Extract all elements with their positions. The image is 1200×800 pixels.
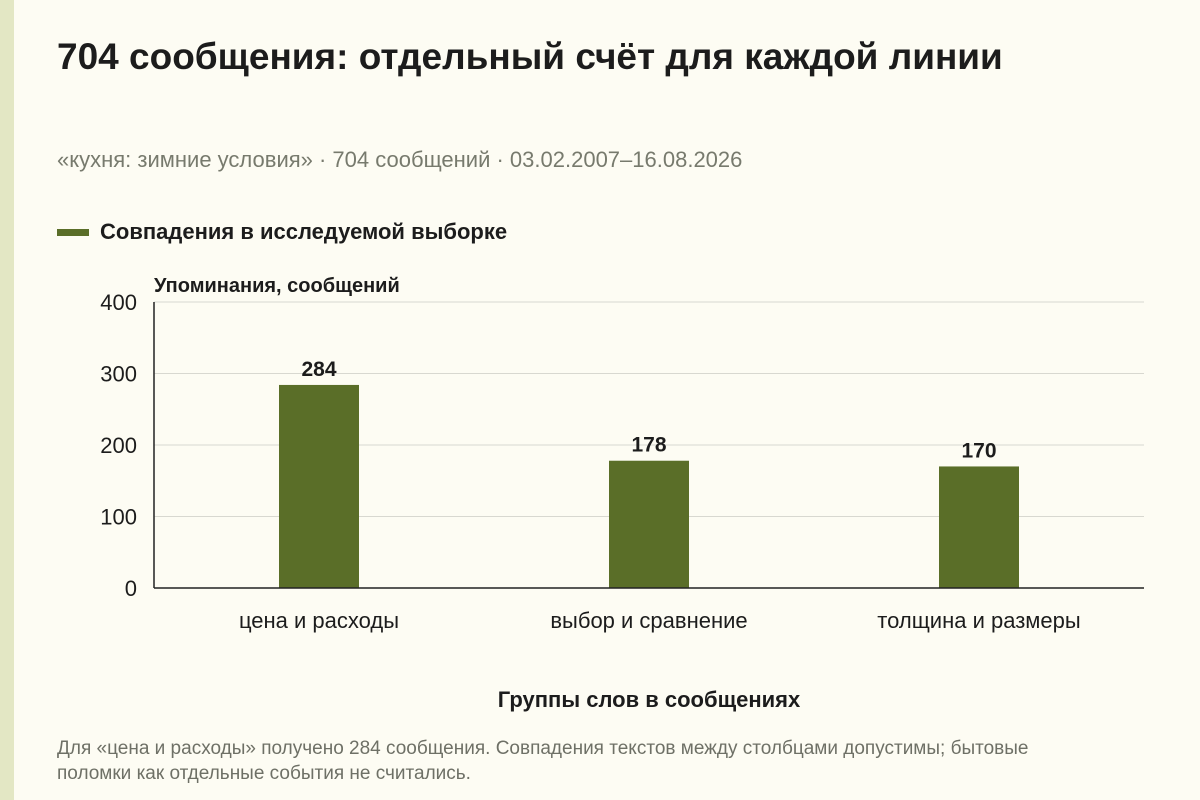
bar <box>279 384 359 588</box>
y-axis-title: Упоминания, сообщений <box>154 275 400 297</box>
y-tick-label: 400 <box>100 290 137 315</box>
page-title: 704 сообщения: отдельный счёт для каждой… <box>57 36 1003 77</box>
bar <box>609 460 689 588</box>
y-tick-label: 300 <box>100 362 137 387</box>
chart-subtitle: «кухня: зимние условия» · 704 сообщений … <box>57 147 743 172</box>
y-tick-label: 100 <box>100 505 137 530</box>
x-axis-title: Группы слов в сообщениях <box>498 687 801 712</box>
x-tick-label: толщина и размеры <box>877 608 1080 633</box>
data-labels: 284 178 170 <box>301 358 996 463</box>
x-tick-label: цена и расходы <box>239 608 399 633</box>
legend-label: Совпадения в исследуемой выборке <box>100 219 508 244</box>
y-tick-label: 0 <box>125 576 137 601</box>
x-tick-labels: цена и расходы выбор и сравнение толщина и… <box>239 608 1081 633</box>
bar-chart: Упоминания, сообщений 0 100 200 300 400 284 1… <box>100 275 1144 712</box>
bar <box>939 466 1019 588</box>
y-tick-labels: 0 100 200 300 400 <box>100 290 137 601</box>
legend: Совпадения в исследуемой выборке <box>57 219 507 245</box>
x-tick-label: выбор и сравнение <box>550 608 747 633</box>
accent-strip <box>0 0 14 800</box>
data-label: 284 <box>301 358 336 381</box>
data-label: 178 <box>631 434 666 457</box>
footnote: Для «цена и расходы» получено 284 сообще… <box>57 738 1029 784</box>
y-tick-label: 200 <box>100 433 137 458</box>
data-label: 170 <box>961 439 996 462</box>
legend-swatch <box>57 228 89 236</box>
bars <box>279 384 1019 588</box>
